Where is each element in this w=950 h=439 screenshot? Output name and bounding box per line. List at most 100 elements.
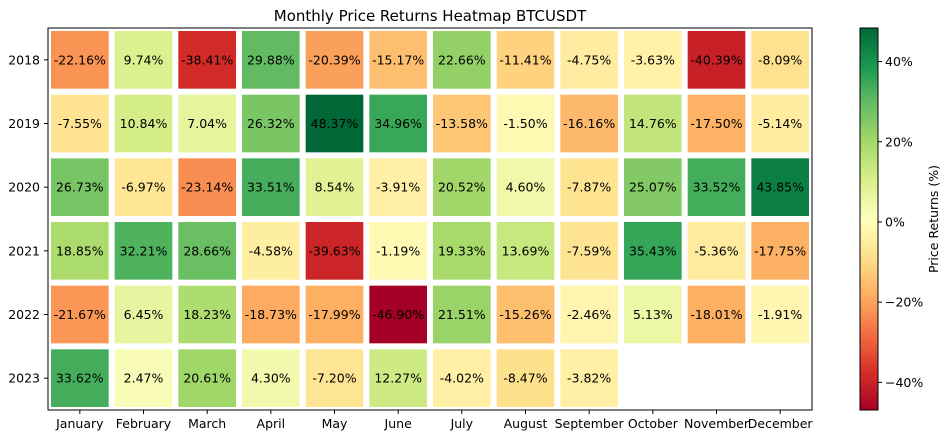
cell-value-label: 26.73%: [56, 180, 104, 195]
cell-value-label: 18.23%: [183, 307, 231, 322]
heatmap-cell: [114, 222, 173, 280]
cell-value-label: -46.90%: [372, 307, 424, 322]
cell-value-label: -15.26%: [499, 307, 551, 322]
cell-value-label: 43.85%: [756, 180, 804, 195]
heatmap-cell: [496, 222, 555, 280]
heatmap-cell: [560, 31, 618, 89]
cell-value-label: -15.17%: [372, 52, 424, 67]
heatmap-cell: [687, 94, 746, 153]
colorbar-tick-label: 20%: [885, 134, 913, 149]
x-tick-label: September: [555, 416, 625, 431]
colorbar: −40% −20% 0% 20% 40% Price Returns (%): [859, 27, 941, 411]
x-tick-label: February: [116, 416, 172, 431]
heatmap-cell: [369, 94, 427, 153]
heatmap-cell: [178, 94, 236, 153]
cell-value-label: 26.32%: [247, 116, 295, 131]
cell-value-label: 22.66%: [438, 52, 486, 67]
heatmap-cell: [687, 158, 746, 216]
y-tick-label: 2022: [8, 307, 40, 322]
y-tick-label: 2020: [8, 180, 40, 195]
cell-value-label: 12.27%: [374, 371, 422, 386]
heatmap-cell: [51, 285, 109, 344]
cell-value-label: 5.13%: [633, 307, 673, 322]
cell-value-label: 14.76%: [629, 116, 677, 131]
cell-value-label: -5.14%: [758, 116, 802, 131]
heatmap-cell: [687, 31, 746, 89]
cell-value-label: 25.07%: [629, 180, 677, 195]
heatmap-cell: [242, 349, 300, 407]
heatmap-cell: [242, 285, 300, 344]
cell-value-label: 20.61%: [183, 371, 231, 386]
cell-value-label: -11.41%: [499, 52, 551, 67]
cell-value-label: 48.37%: [311, 116, 359, 131]
heatmap-cell: [624, 158, 682, 216]
x-tick-label: July: [450, 416, 474, 431]
cell-value-label: -1.91%: [758, 307, 802, 322]
colorbar-tick-label: −20%: [885, 295, 923, 310]
colorbar-gradient: [859, 27, 879, 411]
heatmap-cell: [178, 31, 236, 89]
cell-value-label: -3.91%: [376, 180, 420, 195]
heatmap-cell: [751, 158, 809, 216]
cell-value-label: -4.02%: [440, 371, 484, 386]
cell-value-label: 7.04%: [187, 116, 227, 131]
cell-value-label: -23.14%: [181, 180, 233, 195]
heatmap-cell: [433, 349, 491, 407]
cell-value-label: -4.58%: [249, 243, 293, 258]
colorbar-label: Price Returns (%): [926, 165, 941, 273]
cell-value-label: 34.96%: [374, 116, 422, 131]
plot-frame: [47, 27, 813, 411]
heatmap-cell: [51, 222, 109, 280]
cell-value-label: -8.09%: [758, 52, 802, 67]
cell-value-label: -2.46%: [567, 307, 611, 322]
heatmap-cell: [242, 158, 300, 216]
cell-value-label: 10.84%: [120, 116, 168, 131]
x-tick-label: April: [257, 416, 286, 431]
x-tick-label: August: [504, 416, 548, 431]
heatmap-cell: [624, 31, 682, 89]
chart-title: Monthly Price Returns Heatmap BTCUSDT: [274, 7, 587, 25]
heatmap-cell: [751, 222, 809, 280]
heatmap-cell: [369, 158, 427, 216]
heatmap-cell: [178, 285, 236, 344]
cell-value-label: 9.74%: [124, 52, 164, 67]
heatmap-cell: [305, 158, 364, 216]
colorbar-tick-label: 40%: [885, 54, 913, 69]
cell-value-label: 21.51%: [438, 307, 486, 322]
heatmap-cell: [305, 31, 364, 89]
cell-value-label: -1.50%: [503, 116, 547, 131]
heatmap-cell: [560, 285, 618, 344]
cell-value-label: -22.16%: [54, 52, 106, 67]
heatmap-cell: [433, 158, 491, 216]
heatmap-cell: [51, 31, 109, 89]
heatmap-cell: [369, 285, 427, 344]
heatmap-cell: [369, 222, 427, 280]
cell-value-label: 35.43%: [629, 243, 677, 258]
y-tick-label: 2021: [8, 243, 40, 258]
heatmap-cell: [496, 94, 555, 153]
cell-value-label: 29.88%: [247, 52, 295, 67]
cell-value-label: -7.59%: [567, 243, 611, 258]
x-tick-label: November: [684, 416, 750, 431]
heatmap-cell: [178, 222, 236, 280]
cell-value-label: 6.45%: [124, 307, 164, 322]
cell-value-label: -7.20%: [312, 371, 356, 386]
cell-value-label: -8.47%: [503, 371, 547, 386]
heatmap-cell: [687, 222, 746, 280]
cell-value-label: -17.75%: [754, 243, 806, 258]
cell-value-label: -39.63%: [308, 243, 360, 258]
cell-value-label: -16.16%: [563, 116, 615, 131]
x-tick-label: March: [188, 416, 226, 431]
heatmap-cell: [51, 349, 109, 407]
heatmap-cell: [178, 349, 236, 407]
cell-value-label: 18.85%: [56, 243, 104, 258]
cell-value-label: 33.52%: [693, 180, 741, 195]
heatmap-cell: [114, 158, 173, 216]
heatmap-cell: [242, 31, 300, 89]
x-tick-label: June: [384, 416, 413, 431]
heatmap-axes: January February March April May June July Augu…: [8, 27, 813, 431]
cell-value-label: 13.69%: [502, 243, 550, 258]
x-tick-label: May: [322, 416, 348, 431]
heatmap-cell: [305, 94, 364, 153]
